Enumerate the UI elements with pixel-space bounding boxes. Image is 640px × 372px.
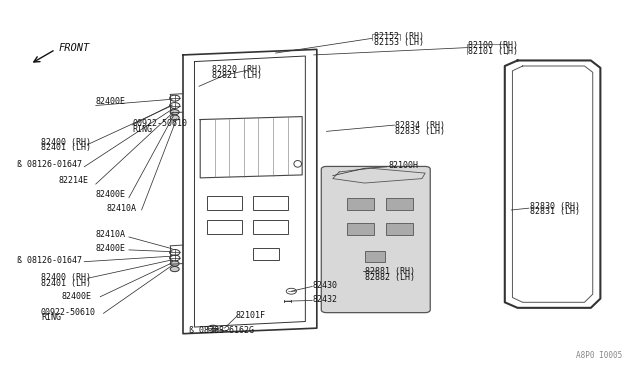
Text: RING: RING xyxy=(132,125,152,134)
Text: 82400E: 82400E xyxy=(96,190,125,199)
Text: 82834 (RH): 82834 (RH) xyxy=(395,121,445,129)
Bar xyxy=(348,223,374,235)
Text: A8P0 I0005: A8P0 I0005 xyxy=(577,351,623,360)
Text: 82835 (LH): 82835 (LH) xyxy=(395,127,445,136)
Bar xyxy=(207,196,242,210)
Text: 82881 (RH): 82881 (RH) xyxy=(365,267,415,276)
Text: 82400 (RH): 82400 (RH) xyxy=(41,138,91,147)
Text: 82831 (LH): 82831 (LH) xyxy=(531,207,580,217)
Text: 82401 (LH): 82401 (LH) xyxy=(41,144,91,153)
Text: 82410A: 82410A xyxy=(106,203,136,213)
Text: 82152 (RH): 82152 (RH) xyxy=(374,32,424,41)
Circle shape xyxy=(170,261,179,266)
Text: 82100 (RH): 82100 (RH) xyxy=(468,41,518,50)
Text: 82101 (LH): 82101 (LH) xyxy=(468,48,518,57)
Circle shape xyxy=(170,266,179,272)
Text: ß 08363-6162G: ß 08363-6162G xyxy=(189,326,254,335)
Bar xyxy=(365,251,385,262)
Text: 82401 (LH): 82401 (LH) xyxy=(41,279,91,288)
Text: FRONT: FRONT xyxy=(59,42,90,52)
Text: 82821 (LH): 82821 (LH) xyxy=(212,71,262,80)
Text: 82430: 82430 xyxy=(312,281,337,290)
Text: 00922-50610: 00922-50610 xyxy=(132,119,187,128)
Bar xyxy=(348,198,374,210)
Bar xyxy=(253,220,288,234)
Text: 82830 (RH): 82830 (RH) xyxy=(531,202,580,211)
Bar xyxy=(387,223,413,235)
Text: ß 08126-01647: ß 08126-01647 xyxy=(17,256,83,265)
Text: 82101F: 82101F xyxy=(236,311,266,320)
Bar xyxy=(387,198,413,210)
Text: 82153 (LH): 82153 (LH) xyxy=(374,38,424,47)
FancyBboxPatch shape xyxy=(321,166,430,312)
Text: 82400E: 82400E xyxy=(62,292,92,301)
Text: 82400E: 82400E xyxy=(96,97,125,106)
Text: 82100H: 82100H xyxy=(388,161,418,170)
Text: 82400E: 82400E xyxy=(96,244,125,253)
Bar xyxy=(207,220,242,234)
Circle shape xyxy=(170,110,179,115)
Text: 82820 (RH): 82820 (RH) xyxy=(212,65,262,74)
Text: RING: RING xyxy=(41,313,61,322)
Text: 82882 (LH): 82882 (LH) xyxy=(365,273,415,282)
Text: ß 08126-01647: ß 08126-01647 xyxy=(17,160,83,169)
Text: 82400 (RH): 82400 (RH) xyxy=(41,273,91,282)
Text: 82410A: 82410A xyxy=(96,230,125,239)
Bar xyxy=(253,196,288,210)
Circle shape xyxy=(170,115,179,120)
Text: 82432: 82432 xyxy=(312,295,337,304)
Text: 82214E: 82214E xyxy=(59,176,89,185)
Text: 00922-50610: 00922-50610 xyxy=(41,308,96,317)
Bar xyxy=(253,248,278,260)
